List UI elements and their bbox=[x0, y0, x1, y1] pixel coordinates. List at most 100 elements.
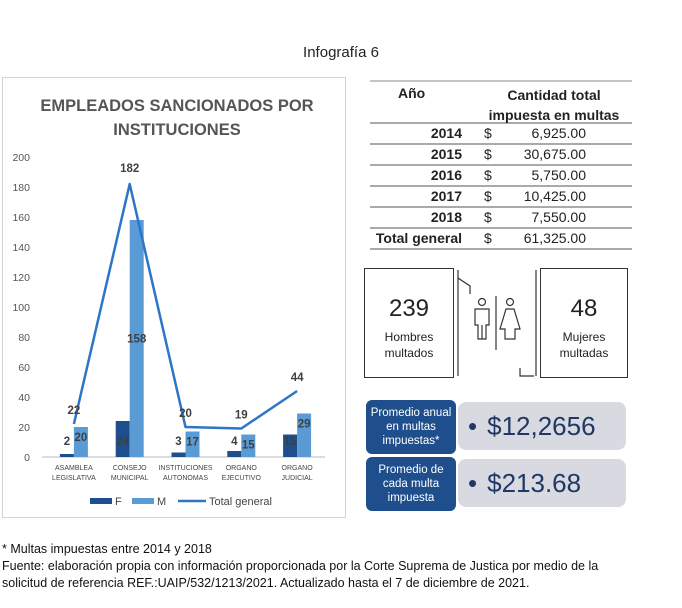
stat-label-line: impuestas* bbox=[382, 435, 440, 447]
data-label-total: 182 bbox=[120, 163, 139, 175]
y-tick-label: 40 bbox=[18, 392, 30, 404]
man-icon bbox=[474, 297, 490, 340]
legend-swatch-f bbox=[90, 498, 112, 504]
stat-label-line: impuesta bbox=[387, 492, 435, 504]
table-cell-year: 2014 bbox=[430, 125, 462, 141]
woman-icon bbox=[499, 297, 521, 340]
table-cell-year: 2016 bbox=[430, 167, 462, 183]
stat-bullet: • bbox=[468, 467, 478, 498]
stat-label-line: en multas bbox=[386, 421, 436, 433]
data-label-f: 15 bbox=[284, 436, 297, 448]
total-line bbox=[72, 182, 298, 430]
bar-f bbox=[283, 434, 298, 457]
bracket-corner-top bbox=[457, 277, 471, 294]
data-label-f: 3 bbox=[175, 436, 181, 448]
data-label-m: 15 bbox=[242, 440, 255, 452]
y-tick-label: 60 bbox=[18, 362, 30, 374]
table-cell-amount: 10,425.00 bbox=[523, 188, 586, 204]
stat-value: $12,2656 bbox=[487, 410, 596, 441]
data-label-m: 20 bbox=[75, 432, 88, 444]
y-tick-label: 100 bbox=[12, 302, 30, 314]
data-label-total: 19 bbox=[235, 410, 248, 422]
stat-label-line: Promedio de bbox=[378, 464, 444, 476]
y-tick-label: 20 bbox=[18, 422, 30, 434]
x-tick-label: ASAMBLEA bbox=[55, 465, 93, 472]
bar-f bbox=[171, 452, 186, 457]
x-tick-label: INSTITUCIONES bbox=[158, 465, 212, 472]
x-tick-label: ORGANO bbox=[282, 465, 314, 472]
y-tick-label: 180 bbox=[12, 182, 30, 194]
bar-m bbox=[297, 413, 312, 457]
x-tick-label: AUTONOMAS bbox=[163, 475, 208, 482]
table-cell-amount: 7,550.00 bbox=[531, 209, 587, 225]
bar-m bbox=[129, 220, 144, 457]
table-cell-amount: 30,675.00 bbox=[523, 146, 586, 162]
table-header-year: Año bbox=[398, 85, 426, 101]
bar-m bbox=[73, 427, 88, 457]
bar-m bbox=[185, 431, 200, 457]
table-total-amount: 61,325.00 bbox=[523, 230, 586, 246]
table-cell-currency: $ bbox=[484, 125, 492, 141]
table-cell-year: 2018 bbox=[430, 209, 462, 225]
table-cell-year: 2015 bbox=[430, 146, 462, 162]
stat-value-box: • $213.68 bbox=[458, 459, 626, 507]
table-cell-currency: $ bbox=[484, 167, 492, 183]
women-fined-count: 48 bbox=[570, 295, 598, 322]
women-fined-box: 48 Mujeres multadas bbox=[540, 268, 628, 378]
bar-f bbox=[59, 454, 74, 457]
bar-f bbox=[115, 421, 130, 457]
y-tick-label: 120 bbox=[12, 272, 30, 284]
men-fined-count: 239 bbox=[388, 295, 430, 322]
page-title: Infografía 6 bbox=[303, 44, 379, 61]
stat-label-line: Promedio anual bbox=[370, 407, 452, 419]
data-label-f: 2 bbox=[64, 436, 70, 448]
x-tick-label: CONSEJO bbox=[113, 465, 147, 472]
table-cell-currency: $ bbox=[484, 188, 492, 204]
stat-label-box: Promedio anual en multas impuestas* bbox=[366, 400, 456, 454]
data-label-f: 4 bbox=[231, 436, 238, 448]
data-label-total: 44 bbox=[291, 372, 304, 384]
men-fined-label-1: Hombres bbox=[384, 330, 434, 344]
men-fined-box: 239 Hombres multados bbox=[364, 268, 454, 378]
legend-label-f: F bbox=[115, 496, 122, 508]
table-cell-currency: $ bbox=[484, 209, 492, 225]
y-tick-label: 80 bbox=[18, 332, 30, 344]
men-fined-label-2: multados bbox=[384, 346, 434, 360]
chart-plot: 0 20 40 60 80 100 120 140 160 180 200 ASAMBLEA LEGIS… bbox=[12, 152, 325, 508]
table-cell-amount: 6,925.00 bbox=[531, 125, 587, 141]
table-cell-currency: $ bbox=[484, 146, 492, 162]
legend-swatch-m bbox=[132, 498, 154, 504]
bar-m bbox=[241, 434, 256, 457]
table-header-amount: Cantidad total impuesta en multas bbox=[488, 87, 620, 123]
y-tick-label: 0 bbox=[24, 452, 30, 464]
x-tick-label: ORGANO bbox=[226, 465, 258, 472]
restroom-icons bbox=[457, 270, 537, 377]
x-tick-label: JUDICIAL bbox=[282, 475, 313, 482]
stat-bullet: • bbox=[468, 410, 478, 441]
table-total-label: Total general bbox=[375, 230, 462, 246]
table-cell-year: 2017 bbox=[430, 188, 462, 204]
table-rules bbox=[370, 80, 632, 250]
bracket-corner-bottom bbox=[519, 368, 534, 377]
stat-value: $213.68 bbox=[487, 467, 582, 498]
data-label-m: 17 bbox=[186, 437, 199, 449]
table-total-currency: $ bbox=[484, 230, 492, 246]
data-label-total: 20 bbox=[179, 408, 192, 420]
data-label-m: 158 bbox=[127, 334, 147, 346]
table-cell-amount: 5,750.00 bbox=[531, 167, 587, 183]
y-tick-label: 160 bbox=[12, 212, 30, 224]
footnote-source-2: solicitud de referencia REF.:UAIP/532/12… bbox=[2, 576, 530, 590]
fines-table: Año Cantidad total impuesta en multas 20… bbox=[370, 80, 632, 250]
women-fined-label-2: multadas bbox=[559, 346, 609, 360]
y-tick-label: 200 bbox=[12, 152, 30, 164]
footnote-source-1: Fuente: elaboración propia con informaci… bbox=[2, 559, 599, 573]
data-label-m: 29 bbox=[298, 419, 311, 431]
stat-label-box: Promedio de cada multa impuesta bbox=[366, 457, 456, 511]
chart-title: EMPLEADOS SANCIONADOS POR INSTITUCIONES bbox=[40, 97, 314, 139]
y-tick-label: 140 bbox=[12, 242, 30, 254]
women-fined-label-1: Mujeres bbox=[562, 330, 606, 344]
x-tick-label: MUNICIPAL bbox=[111, 475, 149, 482]
legend-label-total: Total general bbox=[209, 496, 272, 508]
legend-label-m: M bbox=[157, 496, 166, 508]
bar-f bbox=[227, 451, 242, 457]
